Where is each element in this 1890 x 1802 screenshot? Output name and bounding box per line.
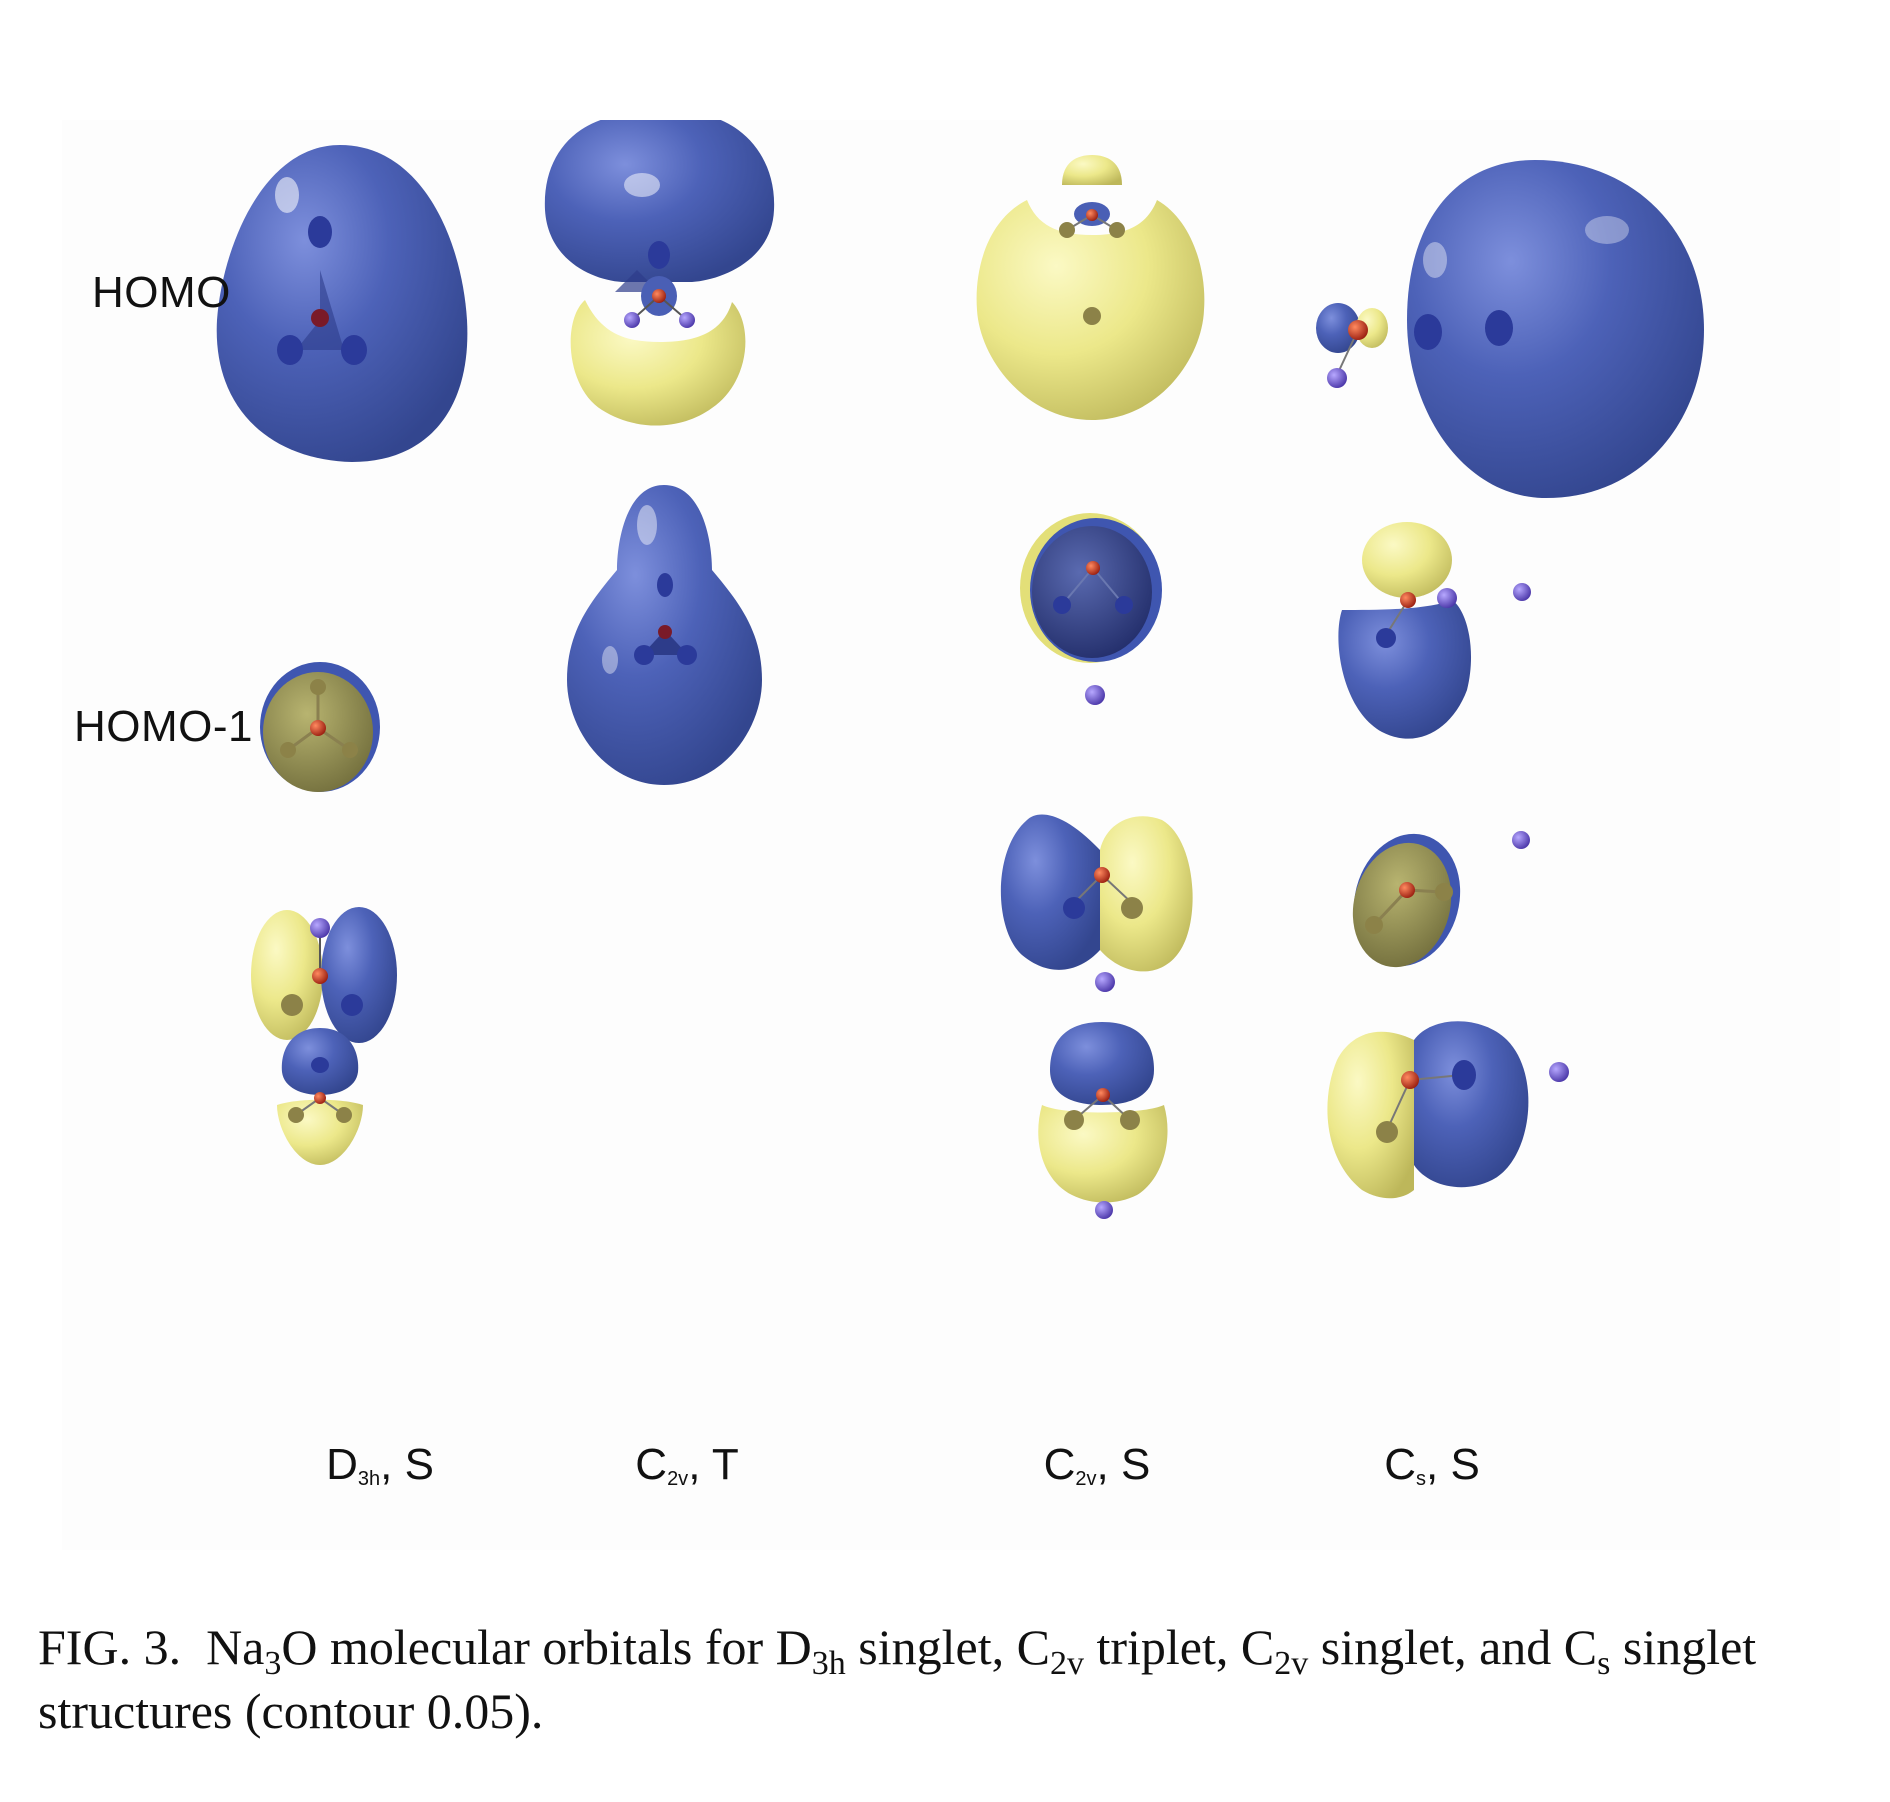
column-label-d3h-s: D3h, S xyxy=(326,1440,434,1491)
caption-text: Na xyxy=(206,1619,265,1675)
column-label-sub: 3h xyxy=(357,1468,381,1490)
column-label-cs-s: Cs, S xyxy=(1384,1440,1480,1491)
caption-subscript: 2v xyxy=(1274,1645,1309,1682)
orbital-c2v-s-homo xyxy=(976,155,1205,420)
orbital-cs-s-homo-1 xyxy=(1338,522,1531,739)
orbital-d3h-homo-1 xyxy=(260,662,380,792)
orbital-c2v-t-homo-1 xyxy=(567,485,762,785)
caption-text: triplet, C xyxy=(1083,1619,1275,1675)
column-label-sub: 2v xyxy=(1075,1468,1097,1490)
figure-caption: FIG. 3. Na3O molecular orbitals for D3h … xyxy=(38,1615,1858,1743)
orbital-c2v-s-homo-2 xyxy=(1000,814,1193,992)
column-label-sub: 2v xyxy=(667,1468,689,1490)
orbital-cs-s-homo xyxy=(1316,160,1704,499)
orbital-c2v-t-homo xyxy=(544,120,775,426)
orbital-d3h-homo-3 xyxy=(277,1028,363,1165)
column-label-main: C xyxy=(1384,1440,1416,1489)
figure-panel: HOMO HOMO-1 D3h, S C2v, T C2v, S Cs, S xyxy=(62,120,1840,1550)
column-label-main: D xyxy=(326,1440,358,1489)
orbital-c2v-s-homo-3 xyxy=(1038,1022,1168,1219)
column-label-sub: s xyxy=(1415,1468,1426,1490)
row-label-homo: HOMO xyxy=(92,268,231,317)
orbital-plots xyxy=(216,120,1704,1219)
caption-subscript: s xyxy=(1597,1645,1611,1682)
row-label-homo-1: HOMO-1 xyxy=(74,702,253,751)
orbital-cs-s-homo-2 xyxy=(1352,831,1530,968)
orbital-cs-s-homo-3 xyxy=(1327,1021,1569,1199)
orbital-d3h-homo-2 xyxy=(251,907,397,1043)
orbital-c2v-s-homo-1 xyxy=(1020,513,1162,705)
column-label-tail: , T xyxy=(688,1440,739,1489)
caption-subscript: 2v xyxy=(1049,1645,1084,1682)
caption-text: singlet, and C xyxy=(1308,1619,1598,1675)
column-label-c2v-s: C2v, S xyxy=(1044,1440,1151,1491)
caption-figure-number: FIG. 3. xyxy=(38,1619,182,1675)
column-label-tail: , S xyxy=(380,1440,434,1489)
column-label-tail: , S xyxy=(1425,1440,1480,1489)
caption-text: singlet, C xyxy=(845,1619,1050,1675)
caption-subscript: 3h xyxy=(811,1645,846,1682)
column-label-main: C xyxy=(1043,1440,1076,1489)
caption-text: singlet structures (contour 0.05). xyxy=(38,1619,1757,1739)
orbital-d3h-homo xyxy=(216,145,468,462)
column-label-tail: , S xyxy=(1096,1440,1151,1489)
caption-subscript: 3 xyxy=(264,1645,282,1682)
column-label-main: C xyxy=(635,1440,668,1489)
caption-text: O molecular orbitals for D xyxy=(281,1619,812,1675)
column-label-c2v-t: C2v, T xyxy=(635,1440,738,1491)
